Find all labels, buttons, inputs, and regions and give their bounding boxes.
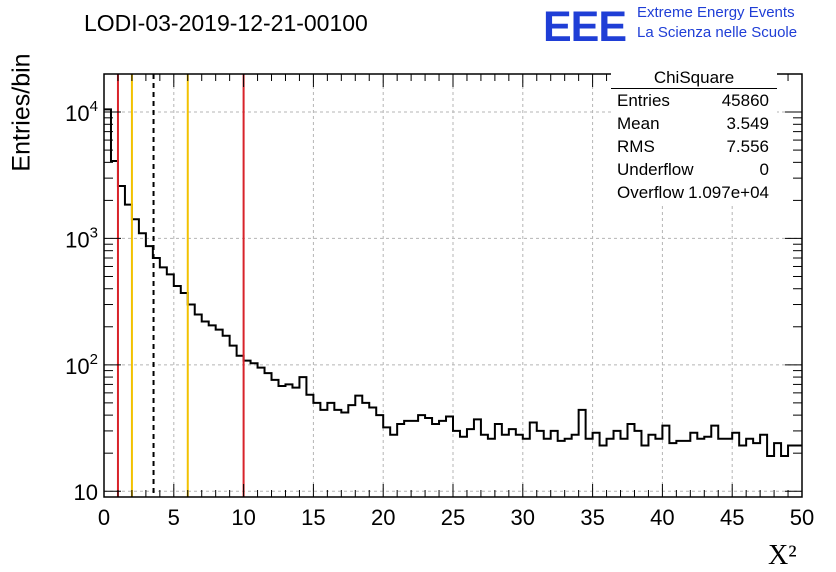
histogram-title: LODI-03-2019-12-21-00100: [84, 10, 368, 36]
x-tick-label: 45: [720, 505, 744, 530]
stats-value: 1.097e+04: [688, 183, 769, 202]
stats-key: RMS: [617, 137, 655, 156]
stats-box: ChiSquare Entries 45860 Mean 3.549 RMS 7…: [611, 67, 777, 204]
stats-row-mean: Mean 3.549: [611, 112, 777, 135]
stats-row-overflow: Overflow 1.097e+04: [611, 181, 777, 204]
y-tick-label: 103: [65, 224, 98, 252]
histogram-line: [104, 108, 802, 457]
x-tick-label: 30: [511, 505, 535, 530]
x-tick-label: 50: [790, 505, 814, 530]
y-tick-label: 102: [65, 351, 98, 379]
x-axis-label: X²: [768, 540, 797, 571]
stats-value: 45860: [721, 91, 769, 110]
stats-key: Mean: [617, 114, 660, 133]
logo-line-1: Extreme Energy Events: [637, 4, 795, 21]
stats-row-rms: RMS 7.556: [611, 135, 777, 158]
stats-title: ChiSquare: [611, 67, 777, 89]
stats-row-underflow: Underflow 0: [611, 158, 777, 181]
y-tick-label: 10: [74, 480, 98, 505]
stats-key: Entries: [617, 91, 670, 110]
x-tick-label: 15: [301, 505, 325, 530]
stats-value: 7.556: [726, 137, 769, 156]
stats-value: 0: [759, 160, 769, 179]
x-tick-label: 20: [371, 505, 395, 530]
eee-logo: EEE: [543, 3, 627, 51]
x-tick-label: 5: [168, 505, 180, 530]
logo-line-2: La Scienza nelle Scuole: [637, 24, 798, 41]
x-tick-label: 0: [98, 505, 110, 530]
y-tick-label: 104: [65, 98, 98, 126]
x-tick-label: 40: [650, 505, 674, 530]
stats-key: Overflow: [617, 183, 685, 202]
x-tick-label: 25: [441, 505, 465, 530]
x-tick-label: 10: [231, 505, 255, 530]
x-tick-label: 35: [580, 505, 604, 530]
stats-value: 3.549: [726, 114, 769, 133]
stats-key: Underflow: [617, 160, 694, 179]
stats-row-entries: Entries 45860: [611, 89, 777, 112]
y-axis-label: Entries/bin: [7, 53, 36, 172]
